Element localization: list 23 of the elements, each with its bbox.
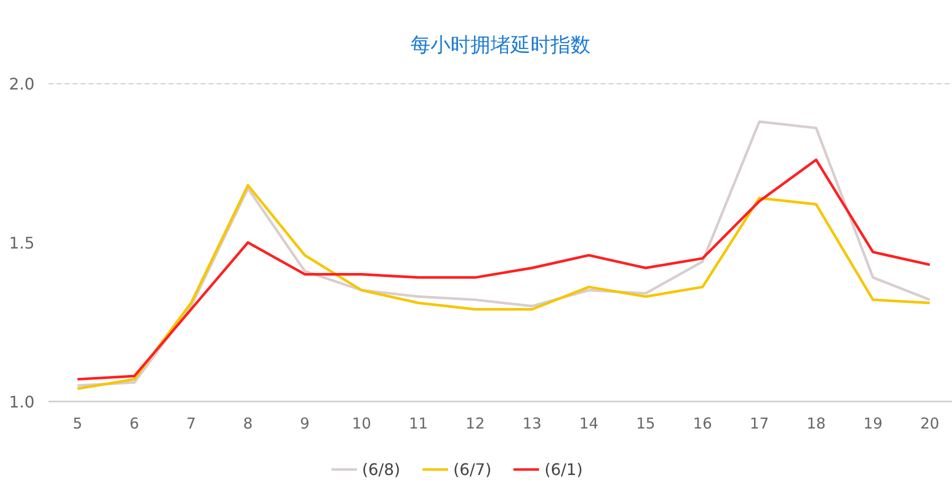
y-tick-label: 2.0	[9, 74, 35, 94]
legend-label: (6/7)	[453, 460, 492, 478]
y-tick-label: 1.5	[9, 234, 35, 252]
x-tick-label: 19	[863, 414, 883, 432]
x-tick-label: 5	[72, 414, 82, 432]
x-tick-label: 15	[636, 414, 656, 432]
x-tick-label: 10	[352, 414, 372, 432]
x-tick-label: 7	[186, 414, 196, 432]
x-tick-label: 14	[579, 414, 598, 432]
x-tick-label: 12	[466, 414, 485, 432]
x-tick-label: 20	[920, 414, 940, 432]
legend-label: (6/1)	[544, 460, 583, 478]
chart-title: 每小时拥堵延时指数	[410, 32, 590, 56]
x-tick-label: 17	[750, 414, 769, 432]
x-tick-label: 6	[130, 414, 140, 432]
x-tick-label: 8	[243, 414, 253, 432]
x-tick-label: 11	[408, 414, 428, 432]
x-tick-label: 18	[806, 414, 826, 432]
x-tick-label: 16	[692, 414, 712, 432]
legend-label: (6/8)	[362, 460, 400, 478]
x-tick-label: 13	[522, 414, 542, 432]
x-tick-label: 9	[300, 414, 310, 432]
y-tick-label: 1.0	[9, 392, 35, 412]
